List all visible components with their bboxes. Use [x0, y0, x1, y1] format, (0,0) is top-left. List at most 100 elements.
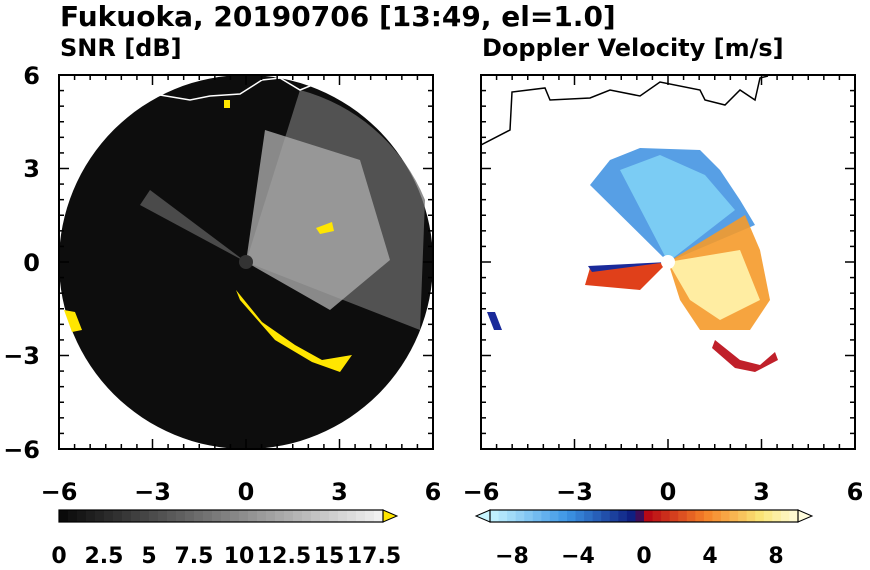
doppler-colorbar-segment: [763, 510, 773, 522]
snr-panel-title: SNR [dB]: [60, 34, 182, 62]
doppler-colorbar-segment: [524, 510, 534, 522]
snr-colorbar-segment: [212, 510, 222, 522]
snr-colorbar-segment: [230, 510, 240, 522]
doppler-colorbar-segment: [652, 510, 662, 522]
snr-colorbar-segment: [320, 510, 330, 522]
snr-coastline-echo: [236, 290, 352, 372]
doppler-panel: −6 −3 0 3 6 −8 −4 0 4 8: [463, 74, 863, 569]
doppler-colorbar-segment: [703, 510, 713, 522]
doppler-colorbar-segment: [592, 510, 602, 522]
doppler-x-tick: −3: [556, 478, 593, 506]
snr-colorbar-segment: [77, 510, 87, 522]
doppler-colorbar-segment: [789, 510, 799, 522]
doppler-colorbar-segment: [558, 510, 568, 522]
snr-echo-small-3: [224, 100, 230, 108]
snr-colorbar-segment: [176, 510, 186, 522]
snr-colorbar-segment: [347, 510, 357, 522]
snr-x-tick: −3: [134, 478, 171, 506]
doppler-colorbar-segment: [549, 510, 559, 522]
snr-colorbar-segment: [257, 510, 267, 522]
doppler-coastline: [481, 75, 769, 146]
doppler-inbound-core: [620, 155, 735, 262]
doppler-colorbar-segment: [532, 510, 542, 522]
doppler-colorbar-segment: [721, 510, 731, 522]
snr-colorbar-segment: [86, 510, 96, 522]
doppler-outbound-core: [668, 250, 760, 320]
doppler-colorbar-underflow: [474, 509, 491, 523]
doppler-colorbar-segment: [695, 510, 705, 522]
snr-colorbar: [58, 509, 399, 523]
figure-title: Fukuoka, 20190706 [13:49, el=1.0]: [60, 0, 616, 33]
snr-colorbar-segment: [131, 510, 141, 522]
snr-colorbar-segment: [248, 510, 258, 522]
snr-colorbar-tick: 15: [314, 544, 345, 569]
snr-colorbar-segment: [266, 510, 276, 522]
snr-echo-small-2: [64, 310, 82, 332]
doppler-panel-title: Doppler Velocity [m/s]: [482, 34, 784, 62]
snr-colorbar-tick: 0: [51, 544, 66, 569]
snr-colorbar-segment: [284, 510, 294, 522]
doppler-colorbar-segment: [669, 510, 679, 522]
snr-tick-marks: [58, 74, 434, 450]
snr-colorbar-segment: [356, 510, 366, 522]
snr-colorbar-segment: [158, 510, 168, 522]
doppler-radar-site: [661, 255, 675, 269]
doppler-colorbar-segment: [609, 510, 619, 522]
doppler-colorbar: [474, 509, 814, 523]
doppler-colorbar-segment: [686, 510, 696, 522]
doppler-colorbar-segment: [661, 510, 671, 522]
doppler-colorbar-segment: [575, 510, 585, 522]
snr-colorbar-segment: [374, 510, 384, 522]
doppler-colorbar-segment: [601, 510, 611, 522]
doppler-x-tick: 0: [660, 478, 677, 506]
snr-y-tick: −3: [3, 342, 40, 370]
snr-x-tick: 3: [331, 478, 348, 506]
doppler-colorbar-segment: [712, 510, 722, 522]
snr-colorbar-segment: [167, 510, 177, 522]
doppler-colorbar-segment: [644, 510, 654, 522]
snr-colorbar-tick: 10: [224, 544, 255, 569]
doppler-small-echo: [487, 312, 502, 330]
snr-colorbar-segment: [311, 510, 321, 522]
doppler-colorbar-tick: 8: [768, 544, 783, 569]
doppler-coast-echo: [712, 340, 778, 372]
doppler-colorbar-segment: [738, 510, 748, 522]
doppler-colorbar-segment: [567, 510, 577, 522]
snr-x-tick: 6: [425, 478, 442, 506]
snr-colorbar-segment: [239, 510, 249, 522]
snr-colorbar-segment: [329, 510, 339, 522]
doppler-west-inbound: [588, 262, 668, 272]
snr-colorbar-segment: [104, 510, 114, 522]
doppler-colorbar-segment: [490, 510, 500, 522]
snr-colorbar-segment: [338, 510, 348, 522]
snr-colorbar-segment: [194, 510, 204, 522]
snr-y-tick: 6: [23, 62, 40, 90]
doppler-colorbar-segment: [541, 510, 551, 522]
doppler-colorbar-segment: [584, 510, 594, 522]
snr-colorbar-segment: [122, 510, 132, 522]
doppler-colorbar-segment: [746, 510, 756, 522]
snr-echo-core: [246, 130, 390, 310]
snr-y-tick: −6: [3, 436, 40, 464]
snr-colorbar-tick: 7.5: [175, 544, 214, 569]
doppler-colorbar-segment: [772, 510, 782, 522]
snr-colorbar-overflow: [382, 509, 399, 523]
snr-colorbar-tick: 17.5: [347, 544, 401, 569]
snr-x-tick: 0: [238, 478, 255, 506]
snr-colorbar-segment: [203, 510, 213, 522]
snr-y-tick: 3: [23, 155, 40, 183]
doppler-colorbar-segment: [678, 510, 688, 522]
doppler-colorbar-tick: 4: [702, 544, 717, 569]
snr-radar-site: [239, 255, 253, 269]
doppler-x-tick: 3: [753, 478, 770, 506]
doppler-colorbar-segment: [780, 510, 790, 522]
doppler-colorbar-segment: [515, 510, 525, 522]
snr-colorbar-segment: [113, 510, 123, 522]
snr-colorbar-segment: [149, 510, 159, 522]
snr-colorbar-segment: [185, 510, 195, 522]
snr-echo-small-1: [316, 222, 334, 234]
doppler-colorbar-segment: [729, 510, 739, 522]
snr-y-tick: 0: [23, 249, 40, 277]
doppler-colorbar-tick: −4: [561, 544, 595, 569]
doppler-colorbar-segment: [507, 510, 517, 522]
